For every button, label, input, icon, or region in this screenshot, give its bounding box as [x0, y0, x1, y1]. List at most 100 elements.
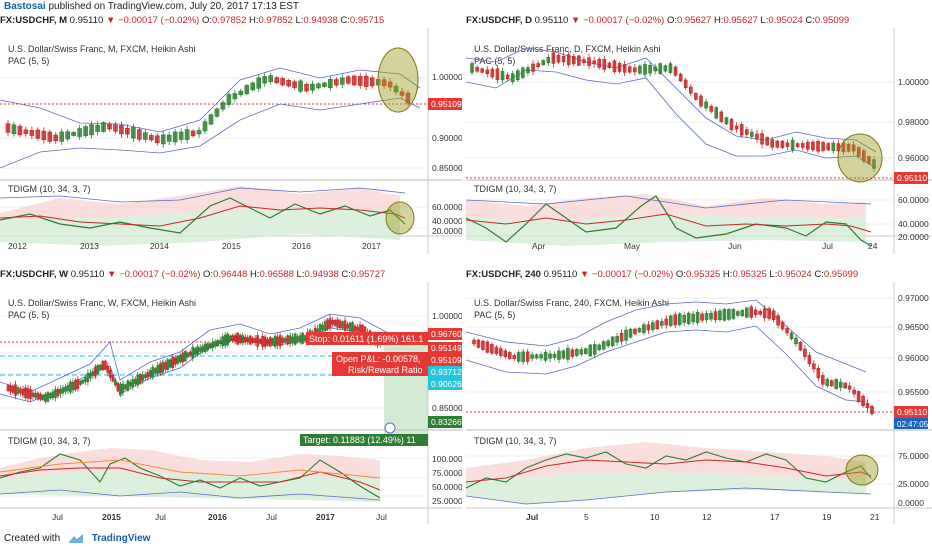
candle-body: [785, 142, 790, 147]
candle-body: [280, 78, 285, 86]
candle-body: [673, 314, 678, 326]
osc-tick: 75.0000: [898, 451, 929, 461]
pnl-label: Open P&L: -0.00578,: [336, 354, 421, 364]
candle-body: [101, 122, 106, 132]
candle-body: [171, 356, 175, 368]
candle-body: [41, 394, 45, 400]
author-name[interactable]: Bastosai: [4, 1, 46, 12]
down-arrow-icon: ▼: [570, 15, 581, 26]
candle-body: [44, 394, 47, 402]
x-tick: Apr: [532, 241, 545, 251]
candle-body: [601, 341, 606, 350]
candle-body: [66, 385, 70, 391]
candle-body: [191, 346, 195, 359]
candle-body: [292, 81, 297, 88]
price-change: −0.00017 (−0.02%): [119, 269, 201, 280]
candle-body: [539, 354, 543, 359]
candle-body: [301, 332, 304, 344]
candle-body: [96, 364, 100, 375]
candle-body: [516, 352, 521, 362]
candle-body: [310, 83, 315, 91]
candle-body: [266, 339, 269, 345]
candle-body: [346, 324, 349, 329]
price-label: 0.95110: [897, 173, 927, 183]
price-change: −0.00017 (−0.02%): [591, 269, 674, 280]
candle-body: [615, 336, 619, 343]
candle-body: [273, 335, 277, 347]
candle-body: [56, 388, 60, 397]
candle-body: [84, 377, 87, 382]
candle-body: [246, 337, 249, 343]
candle-body: [700, 313, 704, 321]
candle-body: [208, 343, 212, 349]
candle-body: [829, 380, 834, 387]
pac-label: PAC (5, 5): [474, 310, 515, 320]
candle-body: [74, 380, 77, 390]
chart-panel-daily[interactable]: FX:USDCHF, D 0.95110 ▼ −0.00017 (−0.02%)…: [466, 14, 932, 254]
chart-canvas[interactable]: U.S. Dollar/Swiss Franc, W, FXCM, Heikin…: [0, 282, 462, 524]
candle-body: [736, 311, 740, 316]
candle-body: [143, 132, 148, 140]
chart-canvas[interactable]: U.S. Dollar/Swiss Franc, M, FXCM, Heikin…: [0, 28, 462, 254]
candle-body: [846, 143, 851, 152]
candle-body: [767, 308, 771, 319]
down-arrow-icon: ▼: [105, 15, 116, 26]
candle-body: [602, 58, 607, 70]
candle-body: [503, 350, 508, 358]
candle-body: [94, 366, 97, 377]
candle-body: [624, 329, 628, 341]
candle-body: [323, 321, 327, 331]
candle-body: [29, 389, 32, 399]
candle-body: [196, 130, 202, 135]
candle-body: [668, 63, 673, 73]
chart-panel-4h[interactable]: FX:USDCHF, 240 0.95110 ▼ −0.00017 (−0.02…: [466, 268, 932, 524]
candle-body: [381, 79, 387, 87]
brand-link[interactable]: TradingView: [91, 533, 151, 544]
x-tick: 5: [584, 512, 589, 522]
chart-panel-monthly[interactable]: FX:USDCHF, M 0.95110 ▼ −0.00017 (−0.02%)…: [0, 14, 462, 254]
tradingview-logo-icon: [68, 533, 83, 543]
chart-canvas[interactable]: U.S. Dollar/Swiss Franc, D, FXCM, Heikin…: [466, 28, 932, 254]
candle-body: [811, 141, 815, 151]
candle-body: [61, 387, 65, 394]
candle-body: [17, 125, 23, 136]
publish-info: published on TradingView.com, July 20, 2…: [48, 1, 300, 12]
ohlc-values: O:0.95325 H:0.95325 L:0.95024 C:0.95099: [675, 269, 859, 280]
candle-body: [356, 326, 359, 331]
candle-body: [485, 69, 490, 75]
candle-body: [862, 150, 866, 162]
candle-body: [198, 347, 202, 352]
candle-body: [274, 77, 279, 84]
candle-body: [276, 336, 279, 346]
candle-body: [500, 71, 505, 81]
candle-body: [107, 123, 112, 130]
candle-body: [6, 385, 10, 391]
chart-panel-weekly[interactable]: FX:USDCHF, W 0.95110 ▼ −0.00017 (−0.02%)…: [0, 268, 462, 524]
candle-body: [526, 67, 530, 74]
candle-body: [749, 306, 754, 318]
candle-body: [201, 345, 205, 352]
candle-body: [660, 321, 664, 326]
candle-body: [5, 123, 11, 133]
candle-body: [521, 67, 525, 78]
instrument-label: U.S. Dollar/Swiss Franc, M, FXCM, Heikin…: [8, 44, 196, 54]
candle-body: [771, 310, 776, 321]
candle-body: [582, 59, 586, 63]
candle-body: [353, 325, 357, 331]
candle-body: [220, 102, 226, 110]
candle-body: [334, 79, 339, 86]
candle-body: [551, 52, 556, 64]
candle-body: [114, 379, 117, 386]
candle-body: [338, 320, 342, 329]
candle-body: [343, 320, 347, 331]
candle-body: [592, 344, 597, 355]
candle-body: [226, 333, 230, 345]
candle-body: [178, 355, 182, 363]
candle-body: [21, 388, 25, 396]
candle-body: [148, 135, 154, 141]
candle-body: [203, 343, 207, 352]
candle-body: [825, 379, 830, 386]
osc-tick: 25.0000: [898, 479, 929, 489]
candle-body: [663, 65, 668, 72]
chart-canvas[interactable]: U.S. Dollar/Swiss Franc, 240, FXCM, Heik…: [466, 282, 932, 524]
